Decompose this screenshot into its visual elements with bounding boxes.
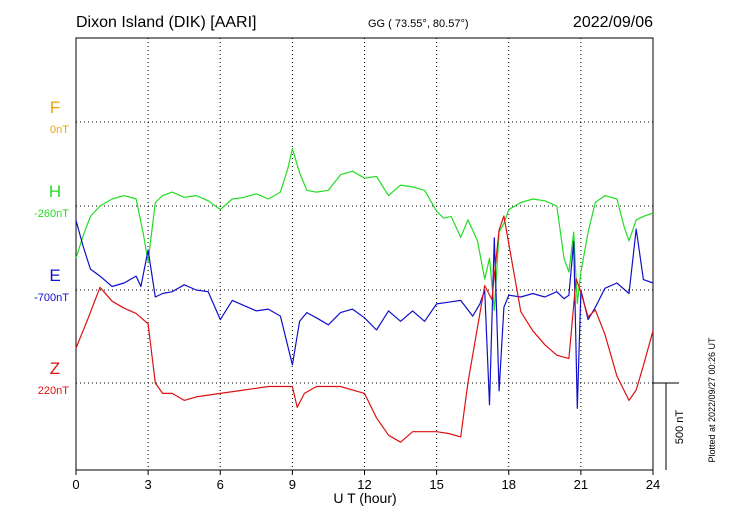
component-h-baseline-label: -260nT <box>34 208 69 220</box>
x-tick-label: 9 <box>289 477 296 492</box>
coordinates-label: GG ( 73.55°, 80.57°) <box>368 18 469 30</box>
x-tick-label: 18 <box>502 477 516 492</box>
trace-e <box>75 220 654 409</box>
component-e-label: E <box>49 266 60 285</box>
grid-lines <box>76 38 653 470</box>
x-tick-label: 21 <box>574 477 588 492</box>
x-axis-label: U T (hour) <box>333 490 396 506</box>
component-z-baseline-label: 220nT <box>38 385 69 397</box>
x-tick-label: 15 <box>429 477 443 492</box>
date-label: 2022/09/06 <box>573 14 653 31</box>
component-h-label: H <box>49 182 61 201</box>
x-tick-label: 24 <box>646 477 660 492</box>
trace-z <box>75 215 654 443</box>
x-tick-label: 6 <box>217 477 224 492</box>
station-title: Dixon Island (DIK) [AARI] <box>76 14 257 31</box>
scale-bar: 500 nT <box>653 382 686 470</box>
x-tick-label: 3 <box>145 477 152 492</box>
component-f-label: F <box>50 98 60 117</box>
trace-h <box>75 148 654 311</box>
component-labels: F 0nT H -260nT E -700nT Z 220nT <box>34 98 69 397</box>
x-axis-ticks: 0 3 6 9 12 15 18 21 24 <box>72 470 660 492</box>
scale-bar-label: 500 nT <box>674 410 686 445</box>
traces <box>75 148 654 443</box>
component-f-baseline-label: 0nT <box>50 124 69 136</box>
x-tick-label: 0 <box>72 477 79 492</box>
component-z-label: Z <box>50 359 60 378</box>
component-e-baseline-label: -700nT <box>34 292 69 304</box>
x-tick-label: 12 <box>357 477 371 492</box>
plotted-at-note: Plotted at 2022/09/27 00:26 UT <box>707 337 717 463</box>
